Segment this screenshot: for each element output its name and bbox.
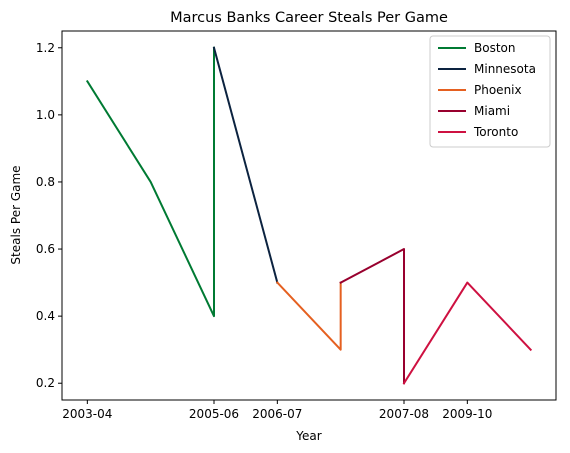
x-tick-label: 2007-08 xyxy=(379,407,429,421)
y-tick-label: 0.8 xyxy=(36,175,55,189)
y-tick-label: 1.0 xyxy=(36,108,55,122)
y-tick-label: 0.4 xyxy=(36,309,55,323)
y-axis-title: Steals Per Game xyxy=(9,165,23,264)
x-axis-title: Year xyxy=(295,429,321,443)
series-line-minnesota xyxy=(212,46,279,284)
x-axis: 2003-04 2005-06 2006-07 2007-08 2009-10 xyxy=(62,400,492,421)
legend-label-miami: Miami xyxy=(474,104,510,118)
y-tick-label: 0.6 xyxy=(36,242,55,256)
legend: Boston Minnesota Phoenix Miami Toronto xyxy=(429,35,551,148)
y-tick-label: 0.2 xyxy=(36,376,55,390)
series-line-miami xyxy=(339,248,405,385)
x-tick-label: 2009-10 xyxy=(442,407,492,421)
x-tick-label: 2003-04 xyxy=(62,407,112,421)
plot-frame xyxy=(61,30,557,401)
legend-box xyxy=(429,35,551,148)
y-axis: 0.2 0.4 0.6 0.8 1.0 1.2 xyxy=(36,41,62,390)
series-line-phoenix xyxy=(275,281,342,351)
legend-label-minnesota: Minnesota xyxy=(474,62,536,76)
legend-label-boston: Boston xyxy=(474,41,515,55)
x-tick-label: 2005-06 xyxy=(189,407,239,421)
chart-title: Marcus Banks Career Steals Per Game xyxy=(170,10,448,26)
y-tick-label: 1.2 xyxy=(36,41,55,55)
plot-lines xyxy=(85,46,533,385)
legend-label-toronto: Toronto xyxy=(473,125,518,139)
legend-label-phoenix: Phoenix xyxy=(474,83,522,97)
x-tick-label: 2006-07 xyxy=(252,407,302,421)
series-line-boston xyxy=(85,46,215,318)
series-line-toronto xyxy=(402,281,533,385)
